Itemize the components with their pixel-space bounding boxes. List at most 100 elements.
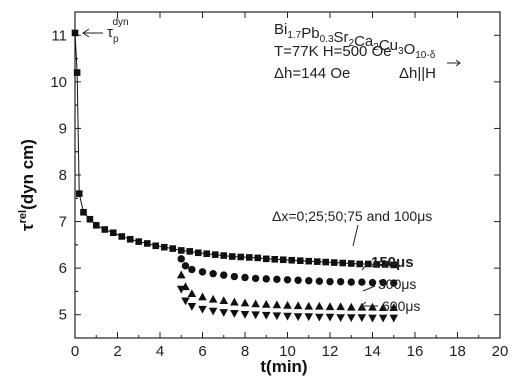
y-tick-label: 7 <box>59 214 67 231</box>
data-point <box>262 275 270 283</box>
data-point <box>357 314 367 323</box>
data-point <box>390 279 398 287</box>
data-point <box>71 29 79 37</box>
data-point <box>181 262 190 270</box>
data-point <box>272 312 282 321</box>
data-point <box>176 270 186 279</box>
data-point <box>251 274 260 283</box>
data-point <box>230 310 239 318</box>
data-point <box>347 278 355 286</box>
tau-p-annotation: τpdyn <box>82 17 129 45</box>
x-tick-label: 10 <box>279 343 296 360</box>
data-point <box>346 314 356 323</box>
data-point <box>336 277 345 286</box>
data-point <box>368 302 377 311</box>
x-tick-label: 18 <box>449 343 466 360</box>
series-circle <box>177 255 398 287</box>
data-point <box>389 314 399 323</box>
svg-text:150μs: 150μs <box>371 254 414 271</box>
data-point <box>279 256 287 264</box>
annotation-all-delays: Δx=0;25;50;75 and 100μs <box>272 208 432 224</box>
data-point <box>230 272 239 281</box>
data-point <box>262 255 270 263</box>
data-point <box>209 270 217 278</box>
series-triangle-up <box>176 270 399 312</box>
data-point <box>273 275 281 284</box>
data-point <box>283 276 292 284</box>
vector-arrow-icon <box>447 59 461 67</box>
data-point <box>251 299 260 308</box>
data-point <box>240 298 250 307</box>
compound-formula: Bi1.7Pb0.3Sr2Ca2Cu3O10-δ <box>274 21 436 61</box>
dh-label: Δh=144 Oe <box>274 65 350 82</box>
x-tick-label: 14 <box>364 343 381 360</box>
svg-text:τpdyn: τpdyn <box>107 17 129 45</box>
data-point <box>347 260 355 267</box>
annotation-150us: 150μs <box>361 254 414 271</box>
data-point <box>228 253 236 260</box>
data-point <box>181 297 190 306</box>
data-point <box>296 257 304 264</box>
data-point <box>101 226 109 233</box>
data-point <box>237 253 245 261</box>
data-point <box>378 303 388 312</box>
data-point <box>245 254 253 261</box>
data-point <box>126 235 134 243</box>
data-point <box>109 229 117 237</box>
ticks: 0 2 4 6 8 10 12 14 16 18 20 5 6 7 8 9 10 11 <box>50 12 508 360</box>
data-point <box>160 243 168 251</box>
data-point <box>326 277 334 286</box>
x-tick-label: 2 <box>113 343 121 360</box>
data-point <box>346 302 356 311</box>
data-point <box>208 294 218 303</box>
y-tick-label: 6 <box>59 260 67 277</box>
data-point <box>92 221 100 229</box>
data-point <box>336 314 345 323</box>
data-point <box>271 255 279 263</box>
data-point <box>272 300 282 309</box>
data-point <box>86 215 94 223</box>
data-point <box>261 311 271 320</box>
data-point <box>368 278 377 287</box>
data-point <box>194 249 202 257</box>
data-point <box>203 250 211 258</box>
data-point <box>220 271 228 279</box>
x-tick-label: 16 <box>407 343 424 360</box>
data-point <box>118 233 126 240</box>
data-point <box>305 277 313 285</box>
data-point <box>325 302 335 311</box>
data-point <box>356 260 364 268</box>
data-point <box>288 256 296 264</box>
data-point <box>219 296 229 305</box>
data-point <box>358 278 366 286</box>
data-point <box>364 260 372 268</box>
data-point <box>198 292 207 301</box>
data-point <box>198 268 207 276</box>
data-point <box>152 242 160 250</box>
data-point <box>220 252 228 259</box>
data-point <box>293 301 303 310</box>
dh-parallel-label: Δh||H <box>399 65 436 82</box>
data-point <box>336 302 345 311</box>
data-point <box>304 301 314 310</box>
data-point <box>322 258 330 266</box>
x-tick-label: 12 <box>322 343 339 360</box>
data-point <box>254 254 262 262</box>
data-point <box>73 69 81 76</box>
data-point <box>251 311 260 320</box>
data-point <box>305 257 313 265</box>
data-point <box>368 314 377 323</box>
data-point <box>389 303 399 312</box>
x-tick-label: 0 <box>71 343 79 360</box>
y-tick-label: 8 <box>59 167 67 184</box>
data-point <box>211 251 219 258</box>
annotation-300us: 300μs <box>362 276 416 292</box>
data-point <box>381 261 389 268</box>
data-point <box>241 273 249 282</box>
y-tick-label: 9 <box>59 120 67 137</box>
data-point <box>339 259 347 267</box>
data-point <box>261 299 271 308</box>
data-point <box>219 309 229 317</box>
svg-text:600μs: 600μs <box>382 298 420 314</box>
